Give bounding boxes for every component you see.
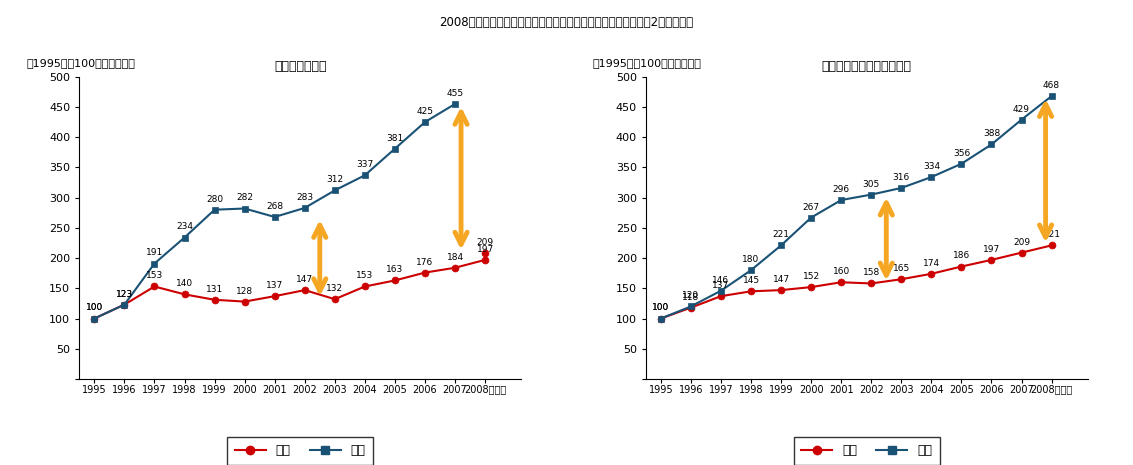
Text: 337: 337	[356, 160, 374, 169]
Text: 2008年時点の日米比較において、フロー及びストックの両面で2倍以上の差: 2008年時点の日米比較において、フロー及びストックの両面で2倍以上の差	[440, 16, 693, 29]
Text: 100: 100	[653, 304, 670, 312]
Text: 147: 147	[773, 275, 790, 284]
Text: 123: 123	[116, 290, 133, 299]
Legend: 日本, 米国: 日本, 米国	[793, 437, 940, 465]
Text: 356: 356	[953, 149, 970, 158]
Text: 147: 147	[296, 275, 314, 284]
Text: 388: 388	[982, 129, 1000, 139]
Text: 296: 296	[833, 185, 850, 194]
Text: 123: 123	[116, 290, 133, 299]
Text: 429: 429	[1013, 105, 1030, 113]
Text: 153: 153	[146, 272, 163, 280]
Text: 174: 174	[922, 259, 940, 268]
Text: 131: 131	[206, 285, 223, 294]
Text: 100: 100	[653, 304, 670, 312]
Text: 118: 118	[682, 292, 699, 302]
Text: 197: 197	[982, 245, 1000, 254]
Text: 221: 221	[773, 230, 790, 239]
Text: 120: 120	[682, 292, 699, 300]
Text: 191: 191	[146, 248, 163, 258]
Text: 100: 100	[86, 304, 103, 312]
Text: 312: 312	[326, 175, 343, 184]
Text: 146: 146	[713, 276, 730, 285]
Text: 381: 381	[386, 133, 403, 143]
Text: 267: 267	[802, 203, 819, 212]
Title: （情報通信資本ストック）: （情報通信資本ストック）	[821, 60, 912, 73]
Text: 153: 153	[356, 272, 374, 280]
Text: 180: 180	[742, 255, 759, 264]
Text: 283: 283	[296, 193, 314, 202]
Text: 158: 158	[862, 268, 880, 278]
Text: 334: 334	[922, 162, 940, 171]
Legend: 日本, 米国: 日本, 米国	[227, 437, 374, 465]
Text: 455: 455	[446, 89, 463, 98]
Text: （1995年を100とした指数）: （1995年を100とした指数）	[26, 58, 135, 68]
Text: 305: 305	[862, 179, 880, 189]
Text: 197: 197	[477, 245, 494, 254]
Text: 128: 128	[236, 286, 253, 296]
Title: （情報化投資）: （情報化投資）	[274, 60, 326, 73]
Text: 160: 160	[833, 267, 850, 276]
Text: 234: 234	[176, 222, 193, 232]
Text: 176: 176	[416, 258, 434, 266]
Text: 184: 184	[446, 252, 463, 262]
Text: 140: 140	[176, 279, 193, 288]
Text: 268: 268	[266, 202, 283, 211]
Text: 209: 209	[477, 238, 494, 246]
Text: 100: 100	[86, 304, 103, 312]
Text: 468: 468	[1043, 81, 1060, 90]
Text: 425: 425	[417, 107, 434, 116]
Text: 165: 165	[893, 264, 910, 273]
Text: 186: 186	[953, 252, 970, 260]
Text: 137: 137	[266, 281, 283, 290]
Text: （1995年を100とした指数）: （1995年を100とした指数）	[593, 58, 701, 68]
Text: 282: 282	[236, 193, 253, 202]
Text: 209: 209	[1013, 238, 1030, 246]
Text: 316: 316	[893, 173, 910, 182]
Text: 137: 137	[713, 281, 730, 290]
Text: 221: 221	[1043, 230, 1060, 239]
Text: 152: 152	[802, 272, 819, 281]
Text: 163: 163	[386, 266, 403, 274]
Text: 280: 280	[206, 195, 223, 204]
Text: 145: 145	[742, 276, 759, 286]
Text: 132: 132	[326, 284, 343, 293]
